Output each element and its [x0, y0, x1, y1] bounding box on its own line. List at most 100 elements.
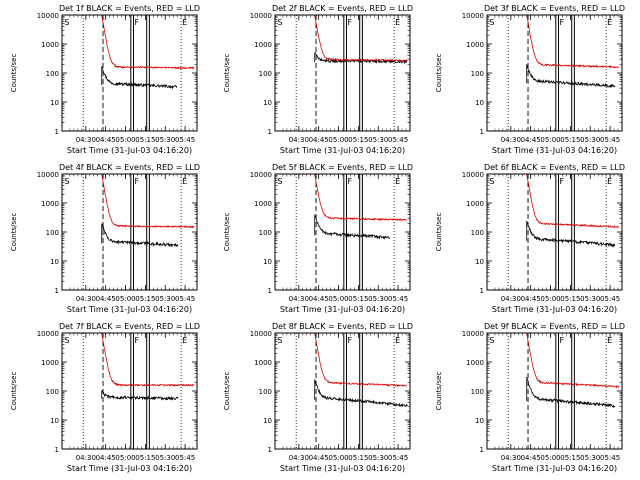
x-axis-label: Start Time (31-Jul-03 04:16:20) — [492, 146, 617, 155]
panel-9: Det 9f BLACK = Events, RED = LLD Counts/s… — [435, 322, 625, 473]
events-series-line — [101, 223, 179, 248]
lld-series-line — [63, 333, 195, 387]
y-tick-label: 10000 — [462, 330, 484, 338]
x-tick-label: 04:30 — [501, 295, 521, 303]
x-tick-label: 04:30 — [76, 295, 96, 303]
x-tick-label: 05:45 — [600, 454, 620, 462]
x-tick-label: 04:30 — [501, 454, 521, 462]
x-tick-label: 04:30 — [76, 454, 96, 462]
marker-f: F — [347, 18, 352, 27]
x-tick-label: 04:30 — [289, 295, 309, 303]
panel-title: Det 6f BLACK = Events, RED = LLD — [484, 163, 625, 172]
lld-series-line — [276, 333, 408, 388]
y-tick-label: 1000 — [254, 200, 272, 208]
y-tick-label: 100 — [259, 229, 272, 237]
x-tick-label: 05:30 — [580, 295, 600, 303]
y-tick-label: 10 — [475, 99, 484, 107]
y-tick-label: 10 — [263, 99, 272, 107]
x-tick-label: 05:00 — [540, 295, 560, 303]
panel-6: Det 6f BLACK = Events, RED = LLD Counts/s… — [435, 163, 625, 314]
plot-frame — [274, 14, 411, 132]
panel-8: Det 8f BLACK = Events, RED = LLD Counts/s… — [223, 322, 413, 473]
y-axis-label: Counts/sec — [435, 213, 443, 252]
panel-title: Det 3f BLACK = Events, RED = LLD — [484, 4, 625, 13]
marker-e: E — [395, 177, 400, 186]
x-tick-label: 05:45 — [600, 136, 620, 144]
marker-e: E — [607, 336, 612, 345]
y-tick-label: 10 — [263, 417, 272, 425]
panel-title: Det 8f BLACK = Events, RED = LLD — [272, 322, 413, 331]
events-series-line — [314, 51, 408, 65]
y-axis-label: Counts/sec — [435, 372, 443, 411]
y-tick-label: 1 — [480, 287, 484, 295]
x-tick-label: 05:00 — [328, 136, 348, 144]
x-tick-label: 05:00 — [540, 136, 560, 144]
y-tick-label: 100 — [471, 229, 484, 237]
x-tick-label: 05:30 — [580, 454, 600, 462]
x-tick-label: 05:30 — [155, 136, 175, 144]
x-tick-label: 05:00 — [540, 454, 560, 462]
plot-frame — [486, 332, 623, 450]
y-tick-label: 100 — [46, 229, 59, 237]
marker-s: S — [64, 177, 69, 186]
x-tick-label: 04:45 — [96, 136, 116, 144]
y-tick-label: 1 — [480, 128, 484, 136]
marker-s: S — [64, 18, 69, 27]
x-tick-label: 05:15 — [348, 136, 368, 144]
x-tick-label: 05:15 — [348, 295, 368, 303]
marker-s: S — [489, 18, 494, 27]
x-tick-label: 04:45 — [309, 454, 329, 462]
plot-frame — [61, 173, 198, 291]
x-tick-label: 05:15 — [135, 295, 155, 303]
marker-s: S — [277, 336, 282, 345]
y-tick-label: 1000 — [466, 200, 484, 208]
x-tick-label: 04:30 — [501, 136, 521, 144]
x-tick-label: 05:15 — [348, 454, 368, 462]
plot-frame — [486, 14, 623, 132]
x-tick-label: 05:45 — [388, 136, 408, 144]
panel-7: Det 7f BLACK = Events, RED = LLD Counts/s… — [10, 322, 200, 473]
x-tick-label: 05:45 — [175, 136, 195, 144]
events-series-line — [101, 390, 179, 401]
events-series-line — [314, 379, 408, 408]
marker-e: E — [182, 177, 187, 186]
x-tick-label: 04:45 — [309, 295, 329, 303]
panel-title: Det 7f BLACK = Events, RED = LLD — [59, 322, 200, 331]
y-tick-label: 100 — [46, 70, 59, 78]
y-tick-label: 10 — [475, 258, 484, 266]
x-tick-label: 05:30 — [368, 136, 388, 144]
plot-frame — [61, 14, 198, 132]
x-tick-label: 04:45 — [521, 295, 541, 303]
marker-f: F — [559, 177, 564, 186]
y-tick-label: 10 — [50, 258, 59, 266]
y-axis-label: Counts/sec — [223, 372, 231, 411]
x-tick-label: 05:45 — [175, 295, 195, 303]
marker-f: F — [559, 336, 564, 345]
x-tick-label: 05:30 — [155, 454, 175, 462]
panel-4: Det 4f BLACK = Events, RED = LLD Counts/s… — [10, 163, 200, 314]
y-tick-label: 1000 — [41, 41, 59, 49]
lld-series-line — [63, 174, 195, 229]
x-tick-label: 05:30 — [155, 295, 175, 303]
y-tick-label: 1000 — [41, 200, 59, 208]
y-tick-label: 10000 — [250, 330, 272, 338]
x-tick-label: 04:30 — [289, 454, 309, 462]
y-tick-label: 100 — [46, 388, 59, 396]
y-tick-label: 10000 — [37, 330, 59, 338]
y-tick-label: 1 — [55, 446, 59, 454]
lld-series-line — [276, 174, 408, 222]
panel-title: Det 9f BLACK = Events, RED = LLD — [484, 322, 625, 331]
panel-title: Det 4f BLACK = Events, RED = LLD — [59, 163, 200, 172]
x-axis-label: Start Time (31-Jul-03 04:16:20) — [492, 464, 617, 473]
x-tick-label: 05:00 — [115, 136, 135, 144]
x-tick-label: 05:15 — [560, 136, 580, 144]
marker-s: S — [277, 18, 282, 27]
x-tick-label: 05:45 — [175, 454, 195, 462]
x-axis-label: Start Time (31-Jul-03 04:16:20) — [492, 305, 617, 314]
x-tick-label: 05:45 — [388, 454, 408, 462]
events-series-line — [526, 63, 616, 89]
lld-series-line — [488, 174, 620, 228]
y-axis-label: Counts/sec — [10, 213, 18, 252]
marker-s: S — [277, 177, 282, 186]
marker-e: E — [182, 18, 187, 27]
